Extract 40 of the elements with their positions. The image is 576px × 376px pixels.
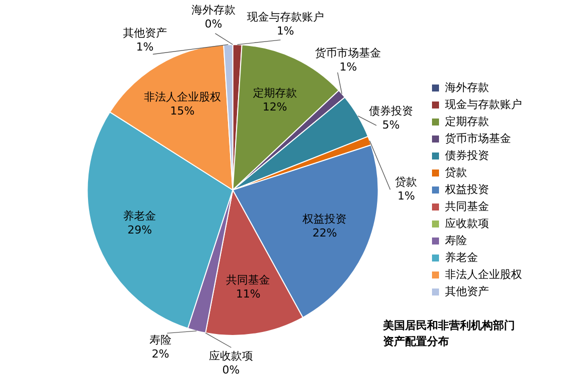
slice-label: 非法人企业股权 bbox=[144, 90, 221, 104]
slice-label: 共同基金 bbox=[226, 274, 270, 287]
legend-label: 寿险 bbox=[445, 234, 467, 247]
data-label: 29% bbox=[127, 223, 152, 236]
data-label: 2% bbox=[152, 348, 170, 361]
legend-label: 现金与存款账户 bbox=[445, 98, 522, 111]
data-label: 1% bbox=[276, 24, 294, 38]
data-label: 11% bbox=[236, 288, 260, 301]
legend-label: 权益投资 bbox=[444, 182, 489, 196]
legend-label: 贷款 bbox=[445, 166, 467, 179]
slice-label: 定期存款 bbox=[252, 86, 297, 100]
category-label: 海外存款 bbox=[191, 3, 236, 16]
data-label: 1% bbox=[340, 60, 357, 74]
slice-label: 货币市场基金 bbox=[315, 46, 382, 60]
legend-label: 定期存款 bbox=[445, 114, 489, 128]
slice-label: 权益投资 bbox=[302, 212, 347, 226]
legend-label: 海外存款 bbox=[445, 80, 489, 94]
data-label: 12% bbox=[262, 100, 288, 114]
legend-label: 债券投资 bbox=[445, 148, 489, 162]
slice-label: 其他资产 bbox=[122, 26, 167, 40]
text: 0% bbox=[222, 363, 240, 376]
text: 0% bbox=[204, 17, 222, 30]
data-label: 1% bbox=[398, 189, 415, 202]
legend-label: 应收款项 bbox=[445, 216, 489, 230]
legend-label: 其他资产 bbox=[445, 284, 489, 298]
data-label: 22% bbox=[312, 226, 337, 240]
legend-label: 共同基金 bbox=[445, 200, 489, 213]
slice-label: 贷款 bbox=[395, 175, 418, 188]
legend-label: 货币市场基金 bbox=[445, 132, 511, 145]
data-label: 15% bbox=[170, 104, 195, 118]
legend-label: 非法人企业股权 bbox=[445, 268, 522, 281]
slice-label: 现金与存款账户 bbox=[246, 10, 324, 24]
slice-label: 寿险 bbox=[149, 334, 172, 347]
data-label: 1% bbox=[136, 40, 154, 54]
text: 美国居民和非营利机构部门资产配置分布 bbox=[383, 318, 516, 350]
data-label: 5% bbox=[382, 118, 400, 132]
slice-label: 养老金 bbox=[123, 209, 156, 222]
legend-label: 养老金 bbox=[445, 250, 478, 264]
slice-label: 债券投资 bbox=[369, 104, 413, 118]
category-label: 应收款项 bbox=[209, 349, 254, 362]
